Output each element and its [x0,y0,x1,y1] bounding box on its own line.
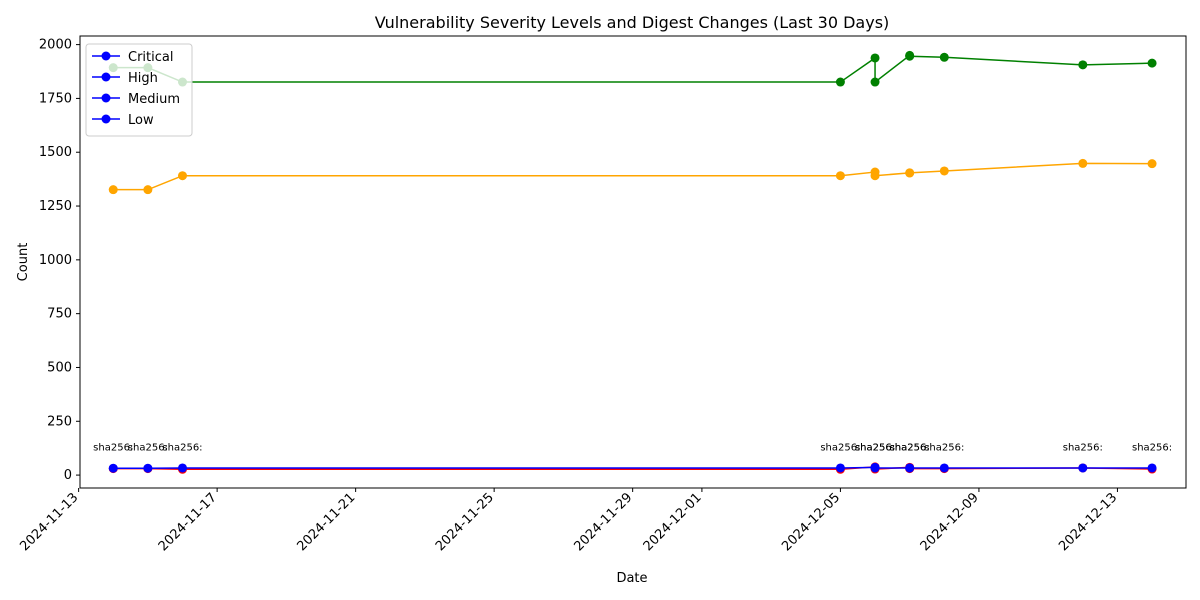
low-point [1147,58,1157,68]
y-tick-label: 250 [47,414,72,429]
low-point [1078,60,1088,70]
high-point [835,463,845,473]
x-tick-label: 2024-12-01 [641,490,705,554]
x-tick-label: 2024-11-17 [156,490,220,554]
series-lines [108,50,1157,474]
x-tick-label: 2024-12-13 [1056,490,1120,554]
digest-annotation: sha256: [924,442,964,453]
legend-high-marker [101,72,111,82]
digest-annotation: sha256: [1063,442,1103,453]
digest-annotation: sha256: [890,442,930,453]
medium-point [939,166,949,176]
medium-line [113,162,1153,191]
digest-annotation: sha256: [1132,442,1172,453]
y-tick-label: 0 [64,468,72,483]
low-line [113,53,1153,84]
low-point [905,51,915,61]
high-point [143,463,153,473]
high-point [108,463,118,473]
high-point [905,463,915,473]
y-tick-label: 750 [47,307,72,322]
medium-point [905,168,915,178]
digest-annotation: sha256: [890,442,930,453]
x-tick-label: 2024-11-29 [571,490,635,554]
y-axis-label: Count [16,243,31,282]
legend-low-marker [101,114,111,124]
x-tick-label: 2024-11-13 [17,490,81,554]
high-point [1147,463,1157,473]
high-point [939,463,949,473]
legend: Critical High Medium Low [85,43,193,137]
digest-annotation: sha256: [162,442,202,453]
medium-point [1147,159,1157,169]
y-tick-label: 500 [47,360,72,375]
digest-annotation: sha256: [855,442,895,453]
annotations: sha256:sha256:sha256: sha256:sha256:sha25… [93,442,1172,453]
chart-title: Vulnerability Severity Levels and Digest… [375,13,890,32]
medium-point [108,185,118,195]
digest-annotation: sha256: [855,442,895,453]
medium-point [835,171,845,181]
digest-annotation: sha256: [128,442,168,453]
legend-medium-marker [101,93,111,103]
high-line [113,466,1153,469]
legend-low-label: Low [128,113,154,128]
high-point [870,463,880,473]
medium-point [1078,158,1088,168]
x-axis-label: Date [616,571,647,586]
x-tick-label: 2024-11-21 [294,490,358,554]
legend-critical-label: Critical [128,50,173,65]
medium-point [177,171,187,181]
digest-annotation: sha256: [820,442,860,453]
low-point [939,52,949,62]
x-tick-label: 2024-12-09 [918,490,982,554]
plot-area [79,35,1187,489]
low-point [835,77,845,87]
y-tick-label: 1000 [39,253,72,268]
low-point [870,77,880,87]
high-point [177,463,187,473]
y-tick-label: 1750 [39,91,72,106]
high-point [1078,463,1088,473]
medium-point [143,185,153,195]
y-tick-label: 1500 [39,145,72,160]
legend-box [85,43,193,137]
x-tick-label: 2024-12-05 [779,490,843,554]
legend-critical-marker [101,51,111,61]
low-point [870,53,880,63]
legend-medium-label: Medium [128,92,180,107]
legend-high-label: High [128,71,158,86]
medium-point [870,171,880,181]
digest-annotation: sha256: [93,442,133,453]
y-tick-label: 1250 [39,199,72,214]
x-tick-label: 2024-11-25 [433,490,497,554]
y-tick-label: 2000 [39,38,72,53]
